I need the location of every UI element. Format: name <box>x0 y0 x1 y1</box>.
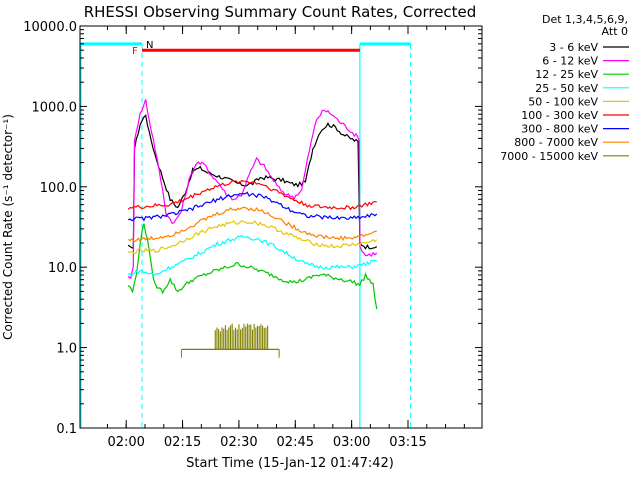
series-layer <box>127 99 378 358</box>
flare-flag-label: F <box>132 46 138 57</box>
series-line-3-6keV <box>127 114 378 250</box>
y-tick-label: 10.0 <box>48 261 77 276</box>
x-axis: 02:00 02:15 02:30 02:45 03:00 03:15 <box>106 26 465 450</box>
legend-label: 25 - 50 keV <box>535 82 598 95</box>
series-line-50-100keV <box>127 219 378 255</box>
legend-label: 50 - 100 keV <box>528 95 598 108</box>
series-line-100-300keV <box>127 179 377 211</box>
series-line-800-7000keV <box>127 206 377 243</box>
x-tick-label: 02:15 <box>164 435 201 450</box>
night-flag-label: N <box>146 40 153 51</box>
series-line-25-50keV <box>127 234 377 277</box>
x-tick-label: 03:15 <box>389 435 426 450</box>
y-tick-label: 10000.0 <box>23 20 77 35</box>
legend-label: 100 - 300 keV <box>521 109 598 122</box>
legend-label: 6 - 12 keV <box>542 55 598 68</box>
series-line-6-12keV <box>127 99 378 280</box>
y-axis-label: Corrected Count Rate (s⁻¹ detector⁻¹) <box>1 114 15 340</box>
legend-label: 300 - 800 keV <box>521 123 598 136</box>
x-tick-label: 03:00 <box>333 435 370 450</box>
chart-title: RHESSI Observing Summary Count Rates, Co… <box>84 3 477 21</box>
legend-label: 7000 - 15000 keV <box>500 150 598 163</box>
legend-label: 3 - 6 keV <box>549 41 598 54</box>
x-axis-label: Start Time (15-Jan-12 01:47:42) <box>186 456 394 471</box>
y-tick-label: 1.0 <box>56 342 77 357</box>
series-line-300-800keV <box>127 191 378 222</box>
x-tick-label: 02:45 <box>277 435 314 450</box>
legend-header-attenuator: Att 0 <box>602 25 628 38</box>
y-tick-label: 1000.0 <box>32 100 78 115</box>
x-tick-label: 02:00 <box>107 435 144 450</box>
x-tick-label: 02:30 <box>220 435 257 450</box>
legend-label: 800 - 7000 keV <box>514 136 598 149</box>
series-line-12-25keV <box>127 223 378 310</box>
flare-flag-layer: F <box>132 46 360 57</box>
plot-frame <box>79 25 483 429</box>
legend-header-detectors: Det 1,3,4,5,6,9, <box>542 13 628 26</box>
legend-label: 12 - 25 keV <box>535 68 598 81</box>
y-tick-label: 0.1 <box>56 422 77 437</box>
y-tick-label: 100.0 <box>40 181 77 196</box>
y-axis: 10000.0 1000.0 100.0 10.0 1.0 0.1 <box>23 20 482 437</box>
